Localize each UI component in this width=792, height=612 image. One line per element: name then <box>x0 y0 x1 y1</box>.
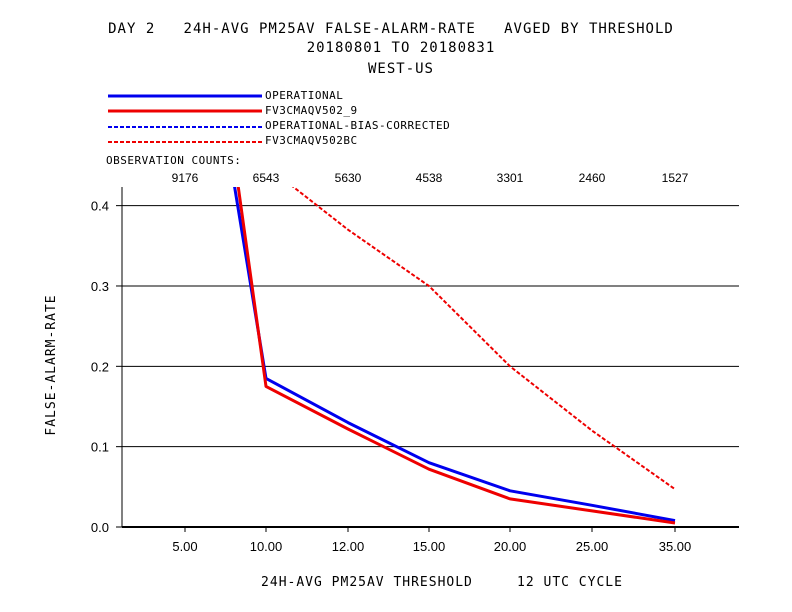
observation-count: 2460 <box>579 171 606 185</box>
x-tick-label: 15.00 <box>413 539 446 554</box>
observation-count: 1527 <box>662 171 689 185</box>
chart-region: WEST-US <box>367 61 434 77</box>
x-tick-label: 12.00 <box>332 539 365 554</box>
y-tick-label: 0.1 <box>91 440 109 455</box>
series-line <box>291 187 676 491</box>
x-tick-label: 35.00 <box>659 539 692 554</box>
observation-count: 9176 <box>172 171 199 185</box>
legend-label-fv3cmaq: FV3CMAQV502_9 <box>265 104 358 117</box>
legend-label-fv3cmaq-bc: FV3CMAQV502BC <box>265 134 358 147</box>
x-tick-label: 25.00 <box>576 539 609 554</box>
observation-count: 5630 <box>335 171 362 185</box>
observation-count: 6543 <box>253 171 280 185</box>
chart-title: DAY 2 24H-AVG PM25AV FALSE-ALARM-RATE AV… <box>108 21 674 37</box>
observation-counts-label: OBSERVATION COUNTS: <box>106 154 242 167</box>
y-tick-label: 0.4 <box>91 199 109 214</box>
observation-count: 3301 <box>497 171 524 185</box>
y-tick-label: 0.0 <box>91 520 109 535</box>
y-tick-label: 0.2 <box>91 359 109 374</box>
y-axis-title: FALSE-ALARM-RATE <box>44 294 59 435</box>
y-tick-label: 0.3 <box>91 279 109 294</box>
x-tick-label: 5.00 <box>172 539 197 554</box>
legend-label-operational-bc: OPERATIONAL-BIAS-CORRECTED <box>265 119 451 132</box>
series-line <box>233 187 676 523</box>
series-line <box>236 187 676 525</box>
x-tick-label: 20.00 <box>494 539 527 554</box>
legend-label-operational: OPERATIONAL <box>265 89 344 102</box>
x-tick-label: 10.00 <box>250 539 283 554</box>
observation-count: 4538 <box>416 171 443 185</box>
chart-date-range: 20180801 TO 20180831 <box>306 40 496 56</box>
x-axis-title: 24H-AVG PM25AV THRESHOLD 12 UTC CYCLE <box>261 575 623 590</box>
